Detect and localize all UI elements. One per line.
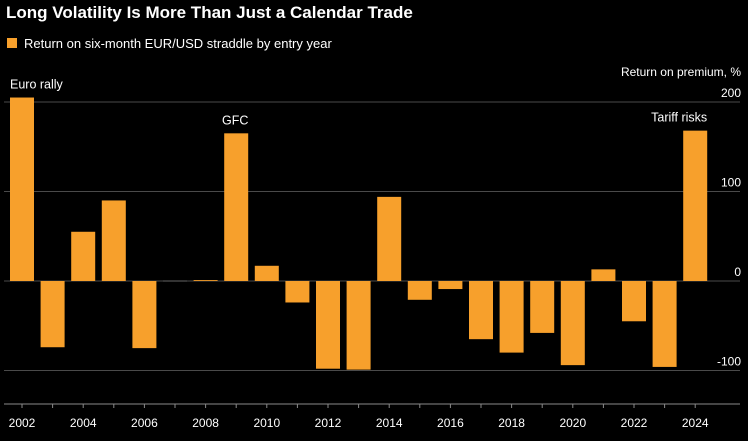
bar: [101, 200, 126, 281]
x-tick-label: 2012: [315, 416, 342, 430]
y-tick-label: 0: [734, 265, 741, 279]
chart-title: Long Volatility Is More Than Just a Cale…: [6, 3, 413, 22]
annotation: GFC: [222, 113, 248, 127]
x-tick-label: 2006: [131, 416, 158, 430]
bar: [683, 130, 708, 281]
bar: [10, 97, 34, 282]
bar: [622, 281, 646, 322]
bar: [407, 281, 432, 300]
bar: [591, 269, 616, 281]
y-tick-label: 100: [721, 176, 741, 190]
x-tick-label: 2010: [253, 416, 280, 430]
bar: [560, 281, 585, 366]
x-tick-label: 2014: [376, 416, 403, 430]
bar: [346, 281, 371, 370]
x-tick-label: 2008: [192, 416, 219, 430]
bar: [132, 281, 157, 349]
bar: [40, 281, 65, 348]
x-tick-label: 2002: [9, 416, 36, 430]
x-axis: 2002 2004 2006 2008 2010 2012 2014 2016 2018 2020…: [4, 403, 740, 430]
bar: [469, 281, 493, 340]
x-tick-label: 2018: [498, 416, 525, 430]
bar: [224, 133, 249, 281]
y-tick-label: 200: [721, 86, 741, 100]
legend-label: Return on six-month EUR/USD straddle by …: [24, 36, 332, 51]
y-tick-label: -100: [717, 355, 741, 369]
annotation: Euro rally: [10, 78, 64, 92]
gridlines: [4, 101, 740, 371]
bar: [71, 231, 96, 281]
bar: [316, 281, 340, 369]
x-tick-label: 2016: [437, 416, 464, 430]
annotation: Tariff risks: [651, 111, 707, 125]
bar: [254, 265, 279, 281]
x-tick-label: 2020: [559, 416, 586, 430]
x-tick-label: 2024: [682, 416, 709, 430]
bar: [499, 281, 524, 353]
x-tick-label: 2022: [621, 416, 648, 430]
bar: [163, 280, 187, 282]
y-axis-title: Return on premium, %: [621, 65, 741, 79]
bar: [652, 281, 677, 367]
y-tick-labels: -100 0 100 200: [717, 86, 741, 369]
bars: [10, 97, 708, 370]
legend-swatch: [7, 38, 17, 48]
x-tick-label: 2004: [70, 416, 97, 430]
bar: [377, 196, 402, 281]
bar: [438, 281, 463, 290]
bar: [193, 280, 218, 281]
bar: [530, 281, 555, 333]
annotations: Euro rally GFC Tariff risks: [10, 78, 707, 128]
bar: [285, 281, 310, 303]
